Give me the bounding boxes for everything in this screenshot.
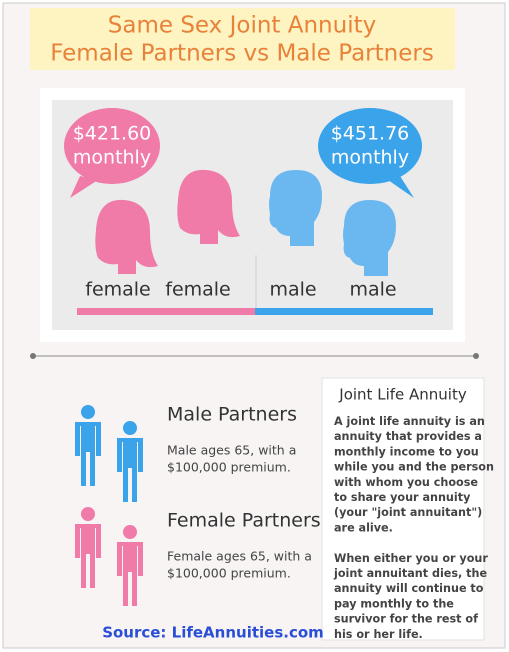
label: male xyxy=(349,279,396,301)
sidebar-text: A joint life annuity is an xyxy=(334,415,485,428)
male-head xyxy=(269,170,322,246)
sidebar-text: with whom you choose xyxy=(334,476,478,489)
sidebar-text: while you and the person xyxy=(334,461,494,474)
title-box xyxy=(30,8,455,70)
title-line: Female Partners vs Male Partners xyxy=(50,41,434,67)
female-bubble xyxy=(64,108,160,184)
male-bar xyxy=(255,308,433,315)
male-bubble xyxy=(318,108,422,184)
sidebar-text: When either you or your xyxy=(334,552,488,565)
sidebar-text: (your "joint annuitant") xyxy=(334,506,482,519)
amount-unit: monthly xyxy=(331,147,409,169)
sidebar-text: to share your annuity xyxy=(334,491,471,504)
amount: $451.76 xyxy=(331,123,410,145)
label: female xyxy=(165,279,231,301)
sidebar-text: annuity that provides a xyxy=(334,430,482,443)
sidebar-text: survivor for the rest of xyxy=(334,613,478,626)
label: male xyxy=(269,279,316,301)
sidebar xyxy=(321,377,485,641)
partner-text: Male ages 65, with a xyxy=(167,443,296,458)
amount: $421.60 xyxy=(73,123,152,145)
sidebar-text: his or her life. xyxy=(334,628,423,641)
bubble-tail xyxy=(388,176,414,198)
female-head xyxy=(95,199,158,274)
partner-title: Female Partners xyxy=(167,510,321,532)
partner-text: $100,000 premium. xyxy=(167,566,291,581)
source: Source: LifeAnnuities.com xyxy=(102,624,324,642)
female-head xyxy=(177,169,240,244)
amount-unit: monthly xyxy=(73,147,151,169)
partner-title: Male Partners xyxy=(167,404,297,426)
divider-dot xyxy=(473,353,479,359)
sidebar-text: annuity will continue to xyxy=(334,582,484,595)
sidebar-text: monthly income to you xyxy=(334,445,479,458)
label: female xyxy=(85,279,151,301)
partner-text: $100,000 premium. xyxy=(167,460,291,475)
bubble-tail xyxy=(70,176,98,198)
sidebar-text: are alive. xyxy=(334,521,393,534)
title-line: Same Sex Joint Annuity xyxy=(108,13,376,39)
divider-dot xyxy=(30,353,36,359)
sidebar-text: joint annuitant dies, the xyxy=(333,567,487,580)
sidebar-text: pay monthly to the xyxy=(334,597,454,610)
partner-text: Female ages 65, with a xyxy=(167,549,312,564)
sidebar-title: Joint Life Annuity xyxy=(338,386,467,404)
male-head xyxy=(343,200,396,276)
female-bar xyxy=(77,308,255,315)
